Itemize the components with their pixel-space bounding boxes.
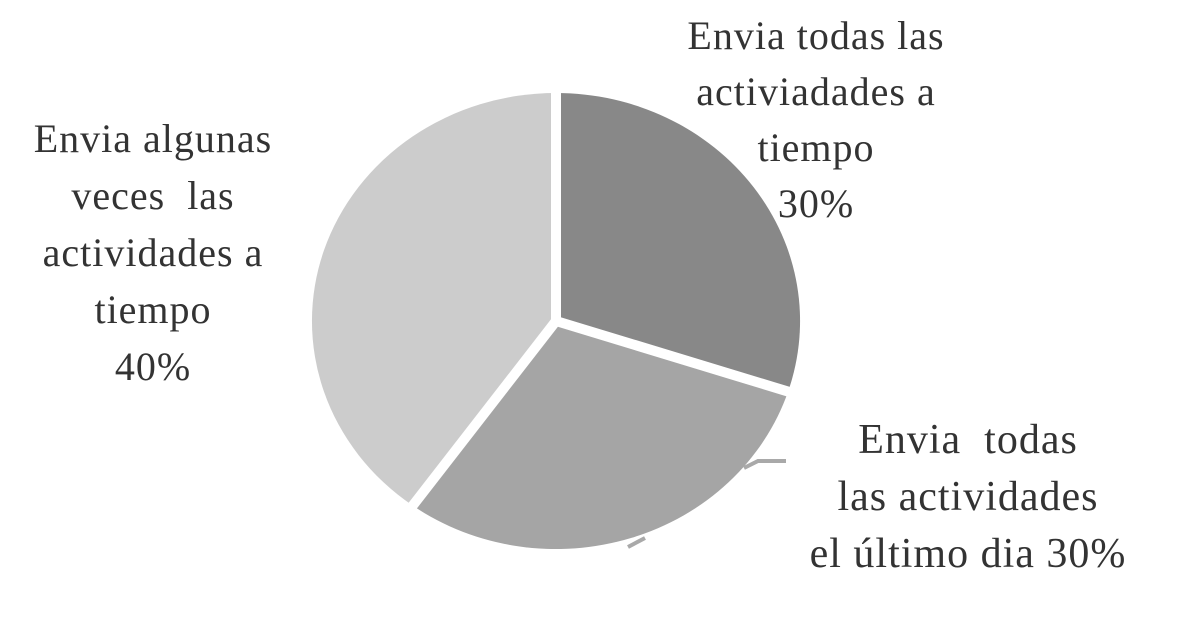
leader-line-stub-bottom [627, 536, 646, 549]
pie-slice-0 [556, 93, 801, 392]
leader-line-bottom-right [743, 459, 786, 470]
label-slice-algunas-veces-a-tiempo: Envia algunas veces las actividades a ti… [33, 116, 273, 389]
pie-slice-separators [405, 87, 796, 514]
pie-slice-1 [412, 321, 789, 550]
label-slice-todas-a-tiempo: Envia todas las activiadades a tiempo 30… [687, 13, 945, 226]
label-slice-ultimo-dia: Envia todas las actividades el último di… [809, 417, 1127, 577]
pie-slice-separator [554, 316, 796, 399]
pie-slice-2 [311, 93, 556, 506]
pie-slices [311, 93, 801, 550]
pie-slice-separator [405, 317, 560, 514]
